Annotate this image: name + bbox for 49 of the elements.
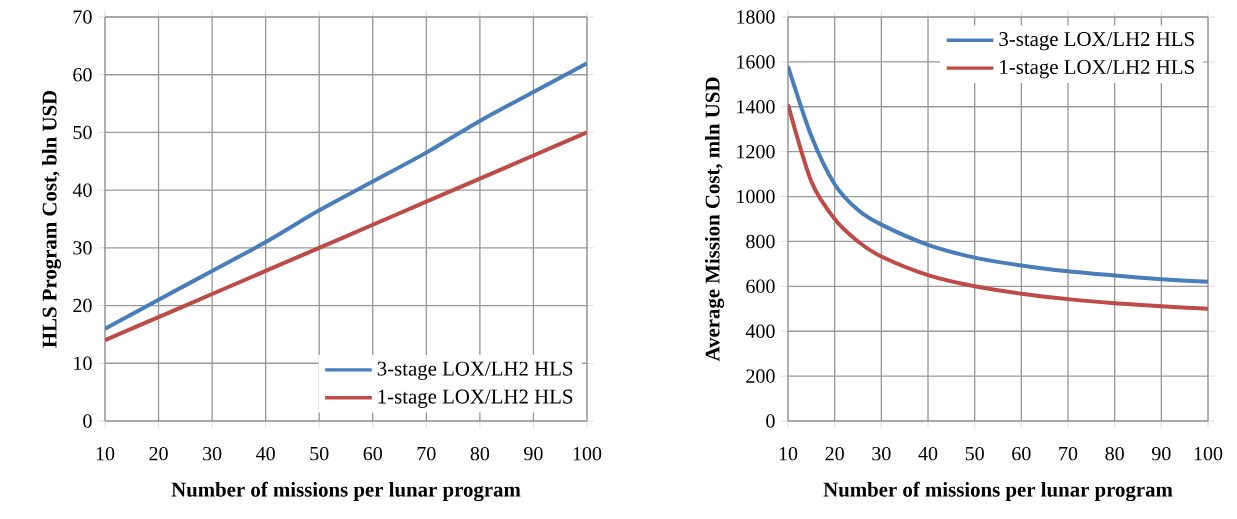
legend-label: 3-stage LOX/LH2 HLS — [999, 32, 1194, 51]
legend-label: 1-stage LOX/LH2 HLS — [1000, 60, 1194, 79]
y-tick-label: 50 — [73, 125, 92, 140]
y-tick-label: 30 — [73, 241, 92, 255]
x-axis-title: Number of missions per lunar program — [171, 481, 521, 502]
x-tick-label: 60 — [1012, 446, 1031, 461]
y-tick-label: 1800 — [737, 10, 775, 24]
y-tick-label: 70 — [73, 10, 92, 24]
y-tick-label: 1600 — [737, 55, 775, 69]
y-axis-title: Average Mission Cost, mln USD — [704, 77, 725, 362]
y-tick-label: 400 — [745, 324, 775, 338]
legend-label: 1-stage LOX/LH2 HLS — [378, 389, 573, 408]
x-tick-label: 50 — [310, 446, 329, 461]
x-tick-label: 10 — [779, 446, 798, 461]
x-tick-label: 70 — [417, 446, 436, 461]
y-tick-label: 1000 — [737, 189, 775, 204]
x-tick-label: 70 — [1059, 446, 1078, 461]
x-tick-label: 90 — [1151, 446, 1171, 461]
y-tick-label: 60 — [73, 67, 92, 82]
y-tick-label: 800 — [746, 234, 775, 249]
y-tick-label: 10 — [74, 356, 92, 371]
x-tick-label: 30 — [872, 446, 891, 461]
x-tick-label: 80 — [1105, 446, 1124, 461]
y-tick-label: 0 — [766, 414, 775, 428]
y-tick-label: 1200 — [737, 144, 775, 159]
line-series — [105, 130, 587, 343]
legend-label: 3-stage LOX/LH2 HLS — [377, 361, 573, 380]
x-tick-label: 20 — [149, 446, 168, 461]
y-tick-label: 0 — [83, 414, 92, 428]
y-axis-title: HLS Program Cost, bln USD — [41, 90, 62, 348]
y-tick-label: 600 — [746, 279, 775, 294]
line-series — [788, 102, 1209, 311]
y-tick-label: 40 — [72, 183, 92, 197]
x-axis-title: Number of missions per lunar program — [823, 481, 1173, 502]
x-tick-label: 100 — [1194, 446, 1223, 461]
x-tick-label: 40 — [918, 446, 938, 461]
x-tick-label: 40 — [256, 446, 275, 461]
x-tick-label: 60 — [363, 446, 382, 461]
x-tick-label: 50 — [965, 446, 984, 461]
x-tick-label: 100 — [573, 446, 602, 461]
y-tick-label: 200 — [746, 369, 775, 383]
x-tick-label: 90 — [524, 446, 543, 461]
x-tick-label: 80 — [470, 446, 490, 461]
x-tick-label: 10 — [96, 446, 115, 461]
line-series — [105, 61, 587, 331]
x-tick-label: 30 — [203, 446, 222, 461]
y-tick-label: 1400 — [737, 100, 775, 114]
x-tick-label: 20 — [825, 446, 844, 461]
y-tick-label: 20 — [73, 298, 92, 313]
